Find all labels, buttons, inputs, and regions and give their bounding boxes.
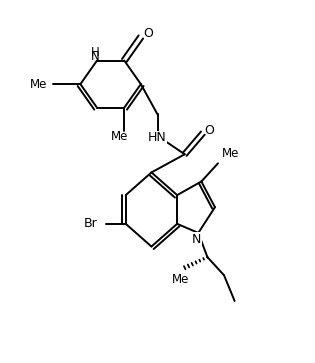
Text: Me: Me [171,273,189,286]
Text: H: H [91,46,100,58]
Text: N: N [91,50,100,63]
Text: HN: HN [148,131,167,144]
Text: Me: Me [30,78,47,91]
Text: Me: Me [111,130,129,143]
Text: O: O [204,124,215,137]
Text: N: N [192,233,202,246]
Text: O: O [144,28,153,40]
Text: Me: Me [222,147,239,160]
Text: Br: Br [84,217,98,231]
